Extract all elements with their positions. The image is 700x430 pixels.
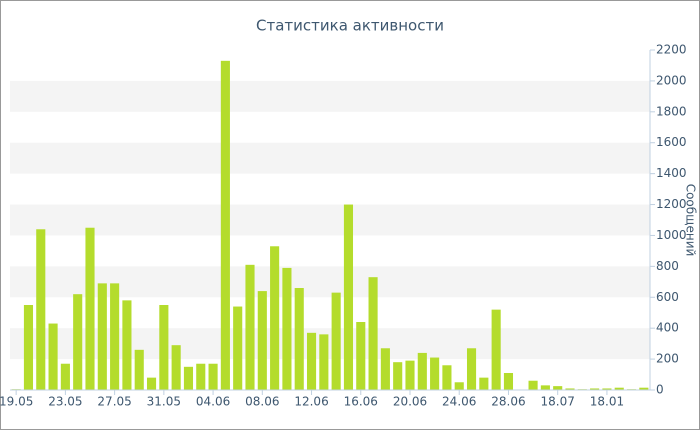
x-tick-label: 18.01 [590, 395, 624, 409]
bar [270, 246, 280, 390]
bar [466, 348, 477, 390]
y-tick-label: 800 [656, 259, 679, 273]
y-axis-title: Сообщений [684, 184, 698, 257]
y-tick-label: 600 [656, 290, 679, 304]
y-tick-label: 0 [656, 383, 664, 397]
y-tick-label: 200 [656, 352, 679, 366]
x-tick-label: 31.05 [147, 395, 181, 409]
bar [306, 332, 317, 390]
chart-title: Статистика активности [256, 17, 444, 35]
bar [639, 387, 649, 390]
bar [454, 382, 464, 390]
grid-band [10, 80, 650, 112]
bar [233, 306, 243, 390]
bar [528, 380, 538, 390]
bar [159, 305, 169, 390]
bar [356, 322, 366, 390]
x-tick-label: 27.05 [97, 395, 131, 409]
x-tick-label: 04.06 [196, 395, 230, 409]
x-tick-label: 12.06 [294, 395, 328, 409]
bar [343, 204, 354, 390]
bar [442, 365, 452, 390]
y-tick-label: 1000 [656, 228, 687, 242]
bar [73, 294, 83, 390]
bar [417, 352, 427, 390]
bar [380, 348, 390, 390]
bar [540, 385, 550, 390]
bar [23, 305, 34, 390]
y-tick-label: 1800 [656, 104, 687, 118]
x-tick-label: 08.06 [245, 395, 279, 409]
bar [257, 291, 267, 390]
y-tick-label: 1600 [656, 135, 687, 149]
bar [245, 264, 255, 390]
bar [565, 388, 575, 390]
bar [134, 349, 144, 390]
y-tick-label: 2200 [656, 43, 687, 57]
x-tick-label: 28.06 [491, 395, 525, 409]
x-tick-label: 23.05 [48, 395, 82, 409]
grid-band [10, 142, 650, 174]
bar [171, 345, 181, 390]
grid-band [10, 204, 650, 236]
bar [331, 292, 341, 390]
bar [146, 377, 157, 390]
bar [503, 373, 514, 390]
bar [196, 363, 206, 390]
y-tick-label: 400 [656, 321, 679, 335]
bar [430, 357, 440, 390]
bar [282, 267, 292, 390]
bar [110, 283, 120, 390]
bar [122, 300, 132, 390]
bar [553, 386, 563, 390]
y-tick-label: 1400 [656, 166, 687, 180]
bar [405, 360, 415, 390]
bar [491, 309, 501, 390]
x-tick-label: 20.06 [393, 395, 427, 409]
bar [602, 388, 612, 390]
bar [60, 363, 70, 390]
bar [393, 362, 403, 390]
bar [368, 277, 378, 390]
bar [48, 323, 58, 390]
bar [220, 60, 230, 391]
bar [85, 227, 95, 390]
x-tick-label: 24.06 [442, 395, 476, 409]
bar [208, 363, 218, 390]
bar [319, 334, 329, 390]
bar [294, 288, 304, 390]
bar [590, 388, 600, 390]
bar [479, 377, 489, 390]
x-tick-label: 16.06 [344, 395, 378, 409]
x-tick-label: 19.05 [0, 395, 33, 409]
bar [183, 366, 194, 390]
bar [36, 229, 46, 390]
bar [614, 387, 624, 390]
y-tick-label: 2000 [656, 73, 687, 87]
bar [97, 283, 107, 390]
y-tick-label: 1200 [656, 197, 687, 211]
x-tick-label: 18.07 [541, 395, 575, 409]
